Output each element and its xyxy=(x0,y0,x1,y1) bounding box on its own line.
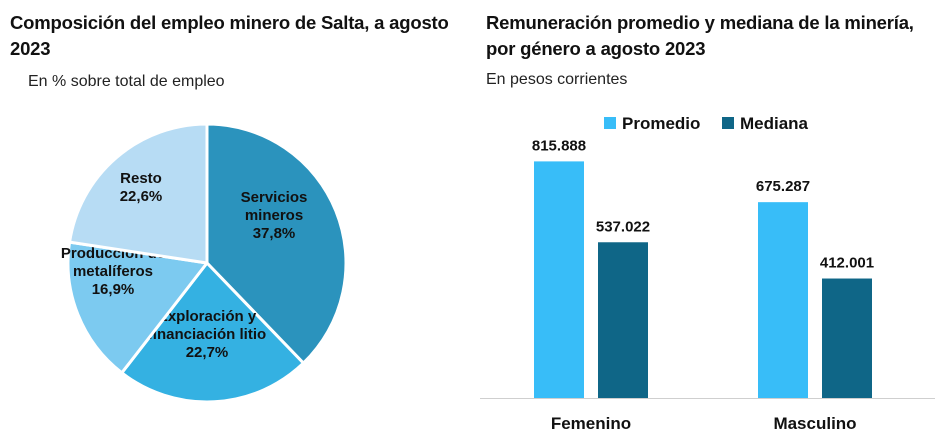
pie-slice-label: Servicios mineros 37,8% xyxy=(241,189,308,242)
pie-slice xyxy=(205,122,348,365)
pie-chart: Servicios mineros 37,8% Exploración y financ… xyxy=(61,122,348,404)
pie-slice xyxy=(120,261,305,404)
bar-mediana-femenino xyxy=(598,242,648,398)
pie-slice-label: Exploración y financiación litio 22,7% xyxy=(148,308,266,361)
pie-chart-panel: Composición del empleo minero de Salta, … xyxy=(0,0,460,445)
bar-chart: Promedio Mediana 815.888 537.022 Femenino 675… xyxy=(480,114,935,433)
legend-swatch-mediana xyxy=(722,117,734,129)
bar-promedio-masculino xyxy=(758,202,808,398)
pie-slice xyxy=(66,240,209,375)
bar-chart-panel: Remuneración promedio y mediana de la mi… xyxy=(468,0,935,445)
bar-value-label: 412.001 xyxy=(820,255,874,272)
category-label: Masculino xyxy=(773,414,856,433)
pie-slice-label: Resto 22,6% xyxy=(120,170,163,205)
legend-label-promedio: Promedio xyxy=(622,114,700,133)
bar-value-label: 537.022 xyxy=(596,218,650,235)
bar-mediana-masculino xyxy=(822,278,872,398)
pie-chart-subtitle: En % sobre total de empleo xyxy=(28,73,225,90)
bar-value-label: 815.888 xyxy=(532,137,586,154)
bar-promedio-femenino xyxy=(534,161,584,398)
legend-swatch-promedio xyxy=(604,117,616,129)
bar-chart-title: Remuneración promedio y mediana de la mi… xyxy=(486,12,914,59)
legend-label-mediana: Mediana xyxy=(740,114,809,133)
category-label: Femenino xyxy=(551,414,631,433)
pie-chart-title: Composición del empleo minero de Salta, … xyxy=(10,12,449,59)
bar-chart-subtitle: En pesos corrientes xyxy=(486,71,628,88)
pie-slice xyxy=(68,122,209,265)
pie-slice-label: Producción de metalíferos 16,9% xyxy=(61,245,165,298)
bar-value-label: 675.287 xyxy=(756,178,810,195)
